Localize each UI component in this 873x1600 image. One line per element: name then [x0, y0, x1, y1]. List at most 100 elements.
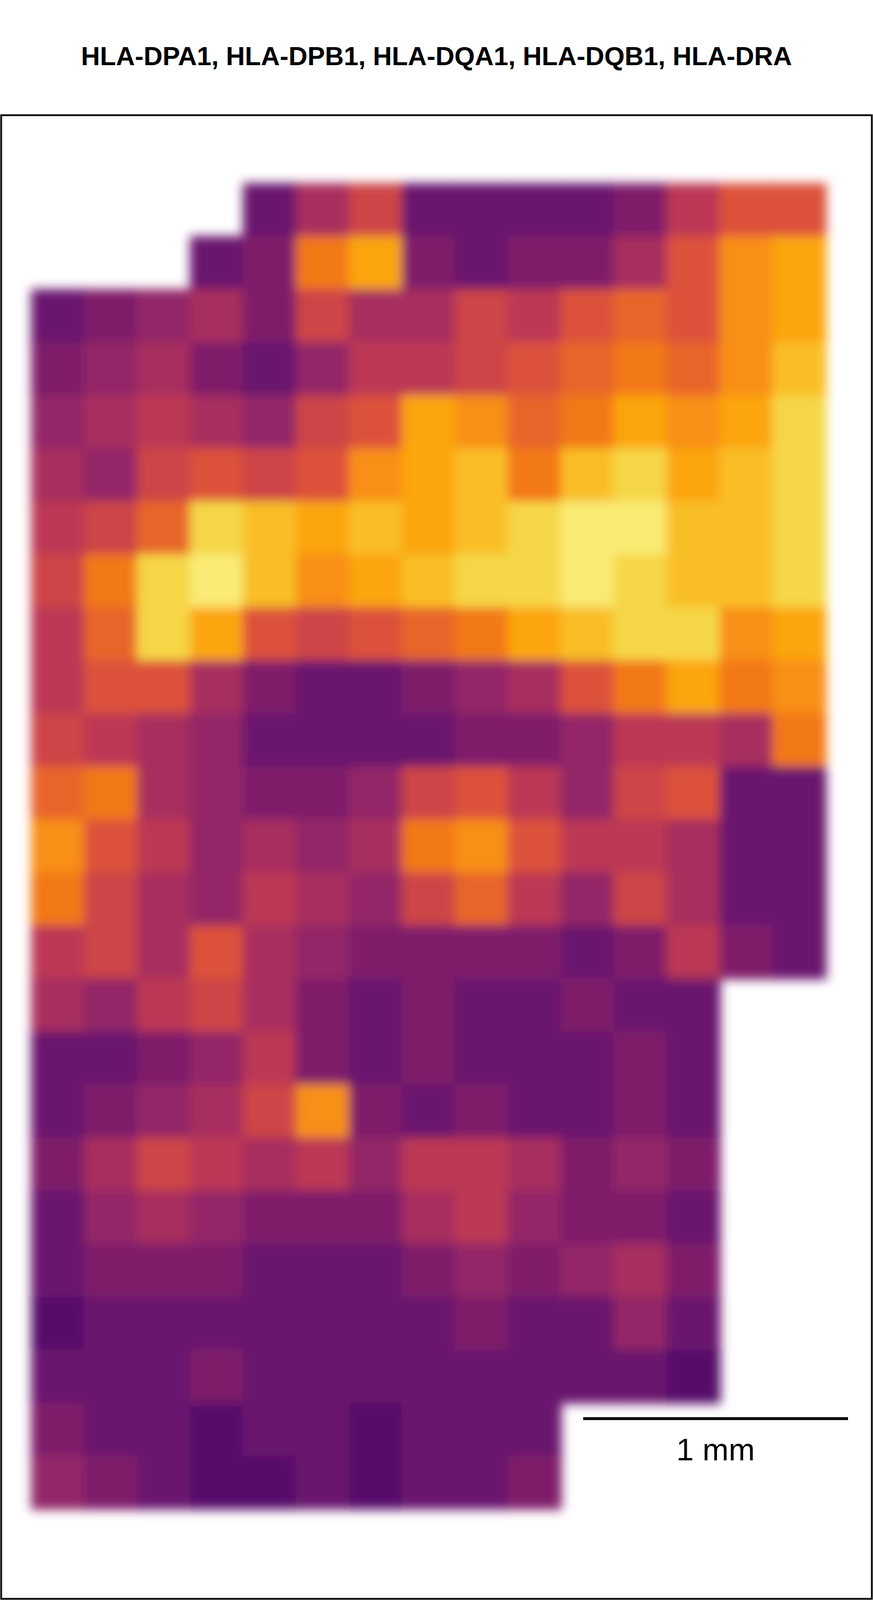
cell	[189, 448, 244, 503]
cell	[560, 1243, 615, 1298]
cell	[454, 183, 509, 238]
cell	[719, 395, 774, 450]
cell	[401, 1296, 456, 1351]
cell	[666, 1190, 721, 1245]
cell	[719, 554, 774, 609]
cell	[613, 395, 668, 450]
cell	[136, 660, 191, 715]
cell	[666, 501, 721, 556]
cell	[454, 819, 509, 874]
cell	[30, 660, 85, 715]
cell	[401, 978, 456, 1034]
cell	[507, 607, 562, 662]
cell	[242, 1403, 297, 1458]
cell	[666, 289, 721, 344]
cell	[242, 925, 297, 980]
cell	[242, 766, 297, 821]
cell	[136, 554, 191, 609]
cell	[242, 289, 297, 344]
cell	[401, 1403, 456, 1458]
cell	[560, 713, 615, 768]
cell	[666, 1084, 721, 1139]
cell	[560, 660, 615, 715]
cell	[348, 713, 403, 768]
cell	[242, 607, 297, 662]
cell	[613, 183, 668, 238]
cell	[348, 1296, 403, 1351]
scale-bar-label: 1 mm	[676, 1432, 755, 1468]
cell	[401, 342, 456, 397]
cell	[772, 766, 827, 821]
cell	[30, 1243, 85, 1298]
cell	[454, 1456, 509, 1511]
cell	[666, 1137, 721, 1192]
cell	[83, 1350, 138, 1405]
cell	[348, 925, 403, 980]
cell	[560, 1296, 615, 1351]
cell	[348, 554, 403, 609]
cell	[295, 1243, 350, 1298]
cell	[83, 342, 138, 397]
cell	[719, 448, 774, 503]
cell	[83, 713, 138, 768]
cell	[136, 1031, 191, 1087]
cell	[30, 395, 85, 450]
cell	[613, 607, 668, 662]
cell	[401, 1084, 456, 1139]
cell	[189, 342, 244, 397]
cell	[401, 1137, 456, 1192]
cell	[507, 925, 562, 980]
cell	[772, 236, 827, 291]
cell	[242, 236, 297, 291]
cell	[560, 1084, 615, 1139]
cell	[295, 766, 350, 821]
cell	[189, 925, 244, 980]
cell	[560, 448, 615, 503]
cell	[560, 1137, 615, 1192]
cell	[613, 978, 668, 1034]
cell	[719, 501, 774, 556]
cell	[295, 607, 350, 662]
cell	[560, 342, 615, 397]
cell	[507, 395, 562, 450]
cell	[772, 342, 827, 397]
cell	[348, 766, 403, 821]
cell	[136, 1296, 191, 1351]
cell	[560, 819, 615, 874]
cell	[30, 289, 85, 344]
cell	[30, 1350, 85, 1405]
cell	[719, 660, 774, 715]
cell	[189, 1350, 244, 1405]
cell	[83, 395, 138, 450]
cell	[719, 289, 774, 344]
cell	[189, 660, 244, 715]
cell	[136, 342, 191, 397]
cell	[507, 1031, 562, 1087]
cell	[507, 236, 562, 291]
cell	[613, 819, 668, 874]
cell	[30, 1296, 85, 1351]
cell	[295, 925, 350, 980]
cell	[666, 872, 721, 927]
chart: HLA-DPA1, HLA-DPB1, HLA-DQA1, HLA-DQB1, …	[0, 0, 873, 1600]
cell	[401, 554, 456, 609]
cell	[454, 1403, 509, 1458]
cell	[295, 713, 350, 768]
cell	[401, 448, 456, 503]
cell	[83, 1296, 138, 1351]
cell	[560, 925, 615, 980]
cell	[83, 607, 138, 662]
cell	[560, 1031, 615, 1087]
cell	[136, 1403, 191, 1458]
cell	[454, 978, 509, 1034]
cell	[189, 819, 244, 874]
cell	[401, 1350, 456, 1405]
cell	[666, 1031, 721, 1087]
cell	[507, 1243, 562, 1298]
cell	[242, 872, 297, 927]
cell	[666, 713, 721, 768]
cell	[401, 1031, 456, 1087]
cell	[560, 395, 615, 450]
cell	[454, 1243, 509, 1298]
cell	[189, 1084, 244, 1139]
